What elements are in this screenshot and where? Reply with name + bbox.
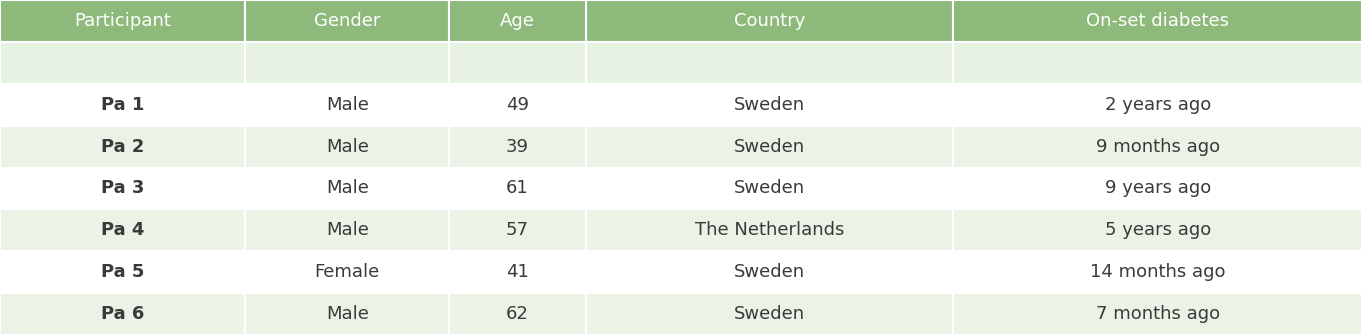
Text: The Netherlands: The Netherlands — [695, 221, 844, 239]
Text: Pa 4: Pa 4 — [101, 221, 144, 239]
Text: 9 years ago: 9 years ago — [1105, 180, 1211, 197]
FancyBboxPatch shape — [0, 209, 245, 251]
Text: Participant: Participant — [74, 12, 172, 30]
FancyBboxPatch shape — [953, 251, 1362, 293]
FancyBboxPatch shape — [245, 251, 449, 293]
Text: Pa 3: Pa 3 — [101, 180, 144, 197]
Text: 61: 61 — [507, 180, 528, 197]
FancyBboxPatch shape — [245, 0, 449, 42]
Text: 39: 39 — [507, 138, 528, 155]
Text: Pa 1: Pa 1 — [101, 96, 144, 114]
FancyBboxPatch shape — [245, 209, 449, 251]
Text: Country: Country — [734, 12, 805, 30]
FancyBboxPatch shape — [953, 84, 1362, 126]
FancyBboxPatch shape — [245, 168, 449, 209]
Text: Sweden: Sweden — [734, 96, 805, 114]
Text: Gender: Gender — [315, 12, 380, 30]
FancyBboxPatch shape — [245, 126, 449, 168]
FancyBboxPatch shape — [449, 42, 586, 84]
FancyBboxPatch shape — [449, 209, 586, 251]
FancyBboxPatch shape — [953, 126, 1362, 168]
FancyBboxPatch shape — [586, 84, 953, 126]
FancyBboxPatch shape — [953, 209, 1362, 251]
FancyBboxPatch shape — [586, 293, 953, 335]
FancyBboxPatch shape — [0, 126, 245, 168]
Text: Male: Male — [326, 96, 369, 114]
FancyBboxPatch shape — [449, 84, 586, 126]
FancyBboxPatch shape — [953, 42, 1362, 84]
FancyBboxPatch shape — [449, 0, 586, 42]
Text: Pa 5: Pa 5 — [101, 263, 144, 281]
FancyBboxPatch shape — [586, 168, 953, 209]
FancyBboxPatch shape — [953, 0, 1362, 42]
Text: 2 years ago: 2 years ago — [1105, 96, 1211, 114]
FancyBboxPatch shape — [586, 251, 953, 293]
FancyBboxPatch shape — [449, 251, 586, 293]
Text: 7 months ago: 7 months ago — [1095, 305, 1220, 323]
FancyBboxPatch shape — [953, 168, 1362, 209]
Text: Male: Male — [326, 305, 369, 323]
FancyBboxPatch shape — [0, 293, 245, 335]
FancyBboxPatch shape — [586, 0, 953, 42]
Text: 62: 62 — [507, 305, 528, 323]
FancyBboxPatch shape — [0, 84, 245, 126]
FancyBboxPatch shape — [586, 126, 953, 168]
Text: 9 months ago: 9 months ago — [1095, 138, 1220, 155]
Text: Sweden: Sweden — [734, 138, 805, 155]
Text: Male: Male — [326, 138, 369, 155]
Text: 49: 49 — [507, 96, 528, 114]
FancyBboxPatch shape — [0, 42, 245, 84]
Text: 5 years ago: 5 years ago — [1105, 221, 1211, 239]
Text: Age: Age — [500, 12, 535, 30]
Text: Pa 6: Pa 6 — [101, 305, 144, 323]
Text: Male: Male — [326, 180, 369, 197]
Text: Sweden: Sweden — [734, 305, 805, 323]
FancyBboxPatch shape — [245, 293, 449, 335]
Text: Pa 2: Pa 2 — [101, 138, 144, 155]
FancyBboxPatch shape — [0, 0, 245, 42]
FancyBboxPatch shape — [449, 168, 586, 209]
FancyBboxPatch shape — [953, 293, 1362, 335]
Text: 57: 57 — [507, 221, 528, 239]
FancyBboxPatch shape — [586, 209, 953, 251]
Text: 14 months ago: 14 months ago — [1090, 263, 1226, 281]
FancyBboxPatch shape — [0, 168, 245, 209]
Text: Female: Female — [315, 263, 380, 281]
Text: Male: Male — [326, 221, 369, 239]
Text: On-set diabetes: On-set diabetes — [1087, 12, 1229, 30]
FancyBboxPatch shape — [0, 251, 245, 293]
FancyBboxPatch shape — [245, 42, 449, 84]
Text: Sweden: Sweden — [734, 263, 805, 281]
Text: 41: 41 — [507, 263, 528, 281]
FancyBboxPatch shape — [586, 42, 953, 84]
FancyBboxPatch shape — [245, 84, 449, 126]
FancyBboxPatch shape — [449, 126, 586, 168]
FancyBboxPatch shape — [449, 293, 586, 335]
Text: Sweden: Sweden — [734, 180, 805, 197]
